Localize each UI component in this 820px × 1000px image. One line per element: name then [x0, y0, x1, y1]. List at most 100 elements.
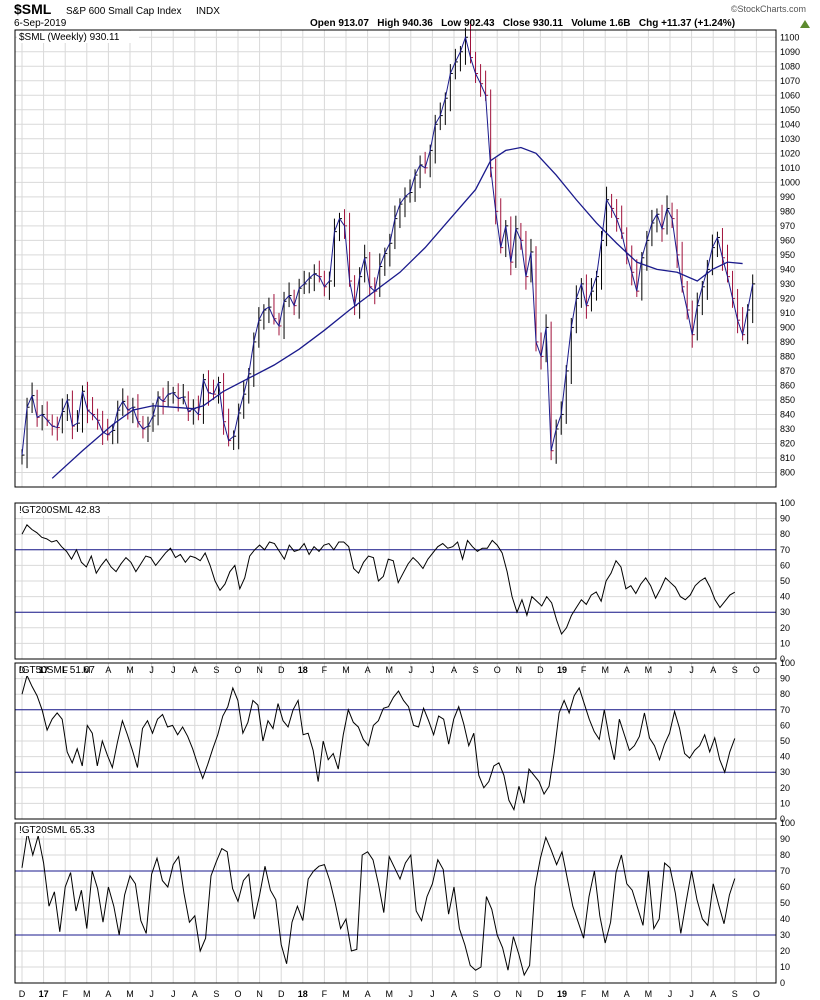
- y-tick-label: 940: [780, 264, 795, 274]
- month-label: N: [516, 665, 523, 675]
- month-label: M: [83, 665, 91, 675]
- month-label: J: [689, 989, 694, 999]
- month-label: O: [494, 665, 501, 675]
- month-label: M: [601, 989, 609, 999]
- y-tick-label: 20: [780, 946, 790, 956]
- month-label: J: [668, 665, 673, 675]
- y-tick-label: 970: [780, 221, 795, 231]
- indicator-line: [21, 524, 736, 636]
- price-bar: [641, 251, 645, 301]
- month-label: M: [342, 989, 350, 999]
- month-label: M: [126, 989, 134, 999]
- y-tick-label: 950: [780, 250, 795, 260]
- month-label: S: [732, 989, 738, 999]
- y-tick-label: 50: [780, 898, 790, 908]
- month-label: D: [19, 989, 26, 999]
- month-label: J: [668, 989, 673, 999]
- month-label: J: [171, 665, 176, 675]
- price-line: [21, 35, 754, 456]
- price-bar: [404, 187, 408, 218]
- y-tick-label: 40: [780, 914, 790, 924]
- month-label: M: [385, 665, 393, 675]
- y-tick-label: 100: [780, 498, 795, 508]
- y-tick-label: 40: [780, 592, 790, 602]
- price-bar: [97, 408, 101, 430]
- y-tick-label: 850: [780, 395, 795, 405]
- y-tick-label: 90: [780, 514, 790, 524]
- y-tick-label: 70: [780, 866, 790, 876]
- y-tick-label: 1070: [780, 76, 800, 86]
- y-tick-label: 920: [780, 293, 795, 303]
- index-name: S&P 600 Small Cap Index: [66, 6, 181, 17]
- y-tick-label: 10: [780, 798, 790, 808]
- panel-title: !GT50SML 51.67: [19, 665, 95, 676]
- month-label: A: [105, 665, 111, 675]
- price-bar: [611, 193, 615, 218]
- panel-2: 0 10 20 30 40 50 60 70 80 90 100 !GT200SML 42.83: [14, 498, 795, 664]
- month-label: 17: [39, 989, 49, 999]
- y-tick-label: 860: [780, 380, 795, 390]
- month-label: A: [624, 665, 630, 675]
- y-tick-label: 30: [780, 767, 790, 777]
- y-tick-label: 70: [780, 705, 790, 715]
- y-tick-label: 0: [780, 814, 785, 824]
- month-label: F: [62, 665, 68, 675]
- scroll-arrow-icon[interactable]: [800, 20, 810, 28]
- date-label: 6-Sep-2019: [14, 18, 67, 29]
- month-label: A: [365, 665, 371, 675]
- price-bar: [616, 199, 620, 232]
- y-tick-label: 1010: [780, 163, 800, 173]
- price-bar: [419, 155, 423, 189]
- panel-4: 0 10 20 30 40 50 60 70 80 90 100 !GT20SML 65.33: [14, 818, 795, 988]
- month-label: J: [149, 989, 154, 999]
- month-label: 19: [557, 665, 567, 675]
- month-label: O: [753, 665, 760, 675]
- price-bar: [107, 418, 111, 441]
- price-bar: [142, 415, 146, 439]
- month-label: O: [234, 989, 241, 999]
- price-bar: [752, 274, 756, 324]
- y-tick-label: 0: [780, 654, 785, 664]
- month-label: A: [451, 989, 457, 999]
- month-label: 17: [39, 665, 49, 675]
- price-bar: [565, 365, 569, 424]
- panel-title: !GT200SML 42.83: [19, 505, 101, 516]
- month-label: D: [278, 989, 285, 999]
- month-label: S: [473, 989, 479, 999]
- month-label: O: [494, 989, 501, 999]
- y-tick-label: 1050: [780, 105, 800, 115]
- panel-title-background: [17, 664, 106, 676]
- y-tick-label: 1060: [780, 90, 800, 100]
- indicator-line: [21, 832, 736, 977]
- month-label: F: [581, 665, 587, 675]
- month-label: J: [149, 665, 154, 675]
- y-tick-label: 10: [780, 638, 790, 648]
- y-tick-label: 80: [780, 529, 790, 539]
- month-label: D: [278, 665, 285, 675]
- y-tick-label: 880: [780, 351, 795, 361]
- price-bar: [308, 272, 312, 294]
- y-tick-label: 980: [780, 206, 795, 216]
- price-bar: [525, 230, 529, 290]
- price-bar: [102, 410, 106, 445]
- month-label: A: [105, 989, 111, 999]
- y-tick-label: 50: [780, 736, 790, 746]
- moving-average-line: [51, 146, 743, 479]
- month-label: O: [234, 665, 241, 675]
- month-label: N: [516, 989, 523, 999]
- month-label: M: [126, 665, 134, 675]
- y-tick-label: 1020: [780, 148, 800, 158]
- y-tick-label: 100: [780, 658, 795, 668]
- y-tick-label: 60: [780, 720, 790, 730]
- y-tick-label: 80: [780, 850, 790, 860]
- price-bar: [349, 212, 353, 287]
- price-bar: [87, 381, 91, 424]
- month-label: 19: [557, 989, 567, 999]
- panel-title-background: [17, 31, 139, 43]
- y-tick-label: 10: [780, 962, 790, 972]
- y-tick-label: 40: [780, 752, 790, 762]
- y-tick-label: 100: [780, 818, 795, 828]
- chart-panels: 8008108208308408508608708808909009109209…: [14, 24, 800, 999]
- price-bar: [454, 48, 458, 80]
